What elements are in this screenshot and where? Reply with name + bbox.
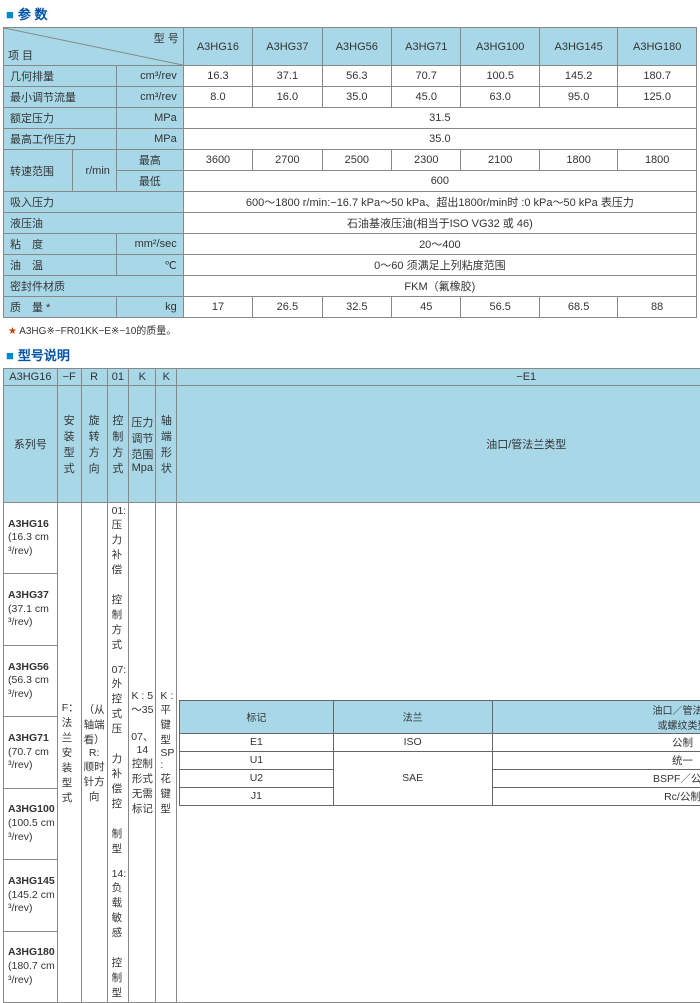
l2-5: 轴端形状 [156, 386, 177, 503]
row-speed-hi: 转速范围r/min最高 3600270025002300210018001800 [4, 150, 697, 171]
series-6: A3HG180(180.7 cm ³/rev) [4, 931, 58, 1002]
ctrl-cell: 01: 压力补偿 控制方式 07: 外控式压 力补偿控 制型 14: 负载敏感 … [107, 503, 129, 1003]
port-cell: 标记法兰油口／管法兰 或螺纹类型 E1ISO公制 U1SAE统一 U2BSPF／… [177, 503, 700, 1003]
mh-0: A3HG16 [183, 28, 252, 66]
row-maxp: 最高工作压力MPa35.0 [4, 129, 697, 150]
l2-6: 油口/管法兰类型 [177, 386, 700, 503]
series-4: A3HG100(100.5 cm ³/rev) [4, 788, 58, 859]
mh-6: A3HG180 [618, 28, 697, 66]
l2-2: 旋转方向 [81, 386, 107, 503]
mount-cell: F： 法兰安 装型式 [57, 503, 81, 1003]
h2-2: R [81, 369, 107, 386]
h2-5: K [156, 369, 177, 386]
series-1: A3HG37(37.1 cm ³/rev) [4, 574, 58, 645]
prange-cell: K : 5～35 07、14 控制形式 无需标记 [129, 503, 156, 1003]
h2-4: K [129, 369, 156, 386]
series-3: A3HG71(70.7 cm ³/rev) [4, 717, 58, 788]
mh-4: A3HG100 [461, 28, 539, 66]
series-5: A3HG145(145.2 cm ³/rev) [4, 860, 58, 931]
row-mass: 质 量 *kg 1726.532.54556.568.588 [4, 297, 697, 318]
l2-4: 压力调节范围 Mpa [129, 386, 156, 503]
diag-header: 项 目型 号 [4, 28, 184, 66]
shaft-cell: K : 平键型 SP : 花键型 [156, 503, 177, 1003]
h2-3: 01 [107, 369, 129, 386]
mh-5: A3HG145 [539, 28, 617, 66]
rot-cell: （从轴端看） R: 顺时针方向 [81, 503, 107, 1003]
params-table: 项 目型 号 A3HG16 A3HG37 A3HG56 A3HG71 A3HG1… [3, 27, 697, 318]
model-table: A3HG16 −F R 01 K K −E1 C −10 系列号 安装型式 旋转… [3, 368, 700, 1003]
row-temp: 油 温℃0～60 须满足上列粘度范围 [4, 255, 697, 276]
params-title: ■参 数 [0, 0, 700, 27]
row-minflow: 最小调节流量cm³/rev 8.016.035.045.063.095.0125… [4, 87, 697, 108]
l2-0: 系列号 [4, 386, 58, 503]
series-2: A3HG56(56.3 cm ³/rev) [4, 645, 58, 716]
mass-note: ★ A3HG※−FR01KK−E※−10的质量。 [0, 318, 700, 341]
model-title: ■型号说明 [0, 341, 700, 368]
h2-0: A3HG16 [4, 369, 58, 386]
series-0: A3HG16(16.3 cm ³/rev) [4, 503, 58, 574]
h2-6: −E1 [177, 369, 700, 386]
mh-3: A3HG71 [392, 28, 461, 66]
row-suction: 吸入压力600～1800 r/min:−16.7 kPa～50 kPa、超出18… [4, 192, 697, 213]
mh-1: A3HG37 [253, 28, 322, 66]
row-displacement: 几何排量cm³/rev 16.337.156.370.7100.5145.218… [4, 66, 697, 87]
h2-1: −F [57, 369, 81, 386]
l2-1: 安装型式 [57, 386, 81, 503]
mh-2: A3HG56 [322, 28, 391, 66]
l2-3: 控制方式 [107, 386, 129, 503]
port-subtable: 标记法兰油口／管法兰 或螺纹类型 E1ISO公制 U1SAE统一 U2BSPF／… [179, 700, 700, 806]
row-rated: 额定压力MPa31.5 [4, 108, 697, 129]
row-visc: 粘 度mm²/sec20～400 [4, 234, 697, 255]
row-seal: 密封件材质FKM（氟橡胶) [4, 276, 697, 297]
row-oil: 液压油石油基液压油(相当于ISO VG32 或 46) [4, 213, 697, 234]
